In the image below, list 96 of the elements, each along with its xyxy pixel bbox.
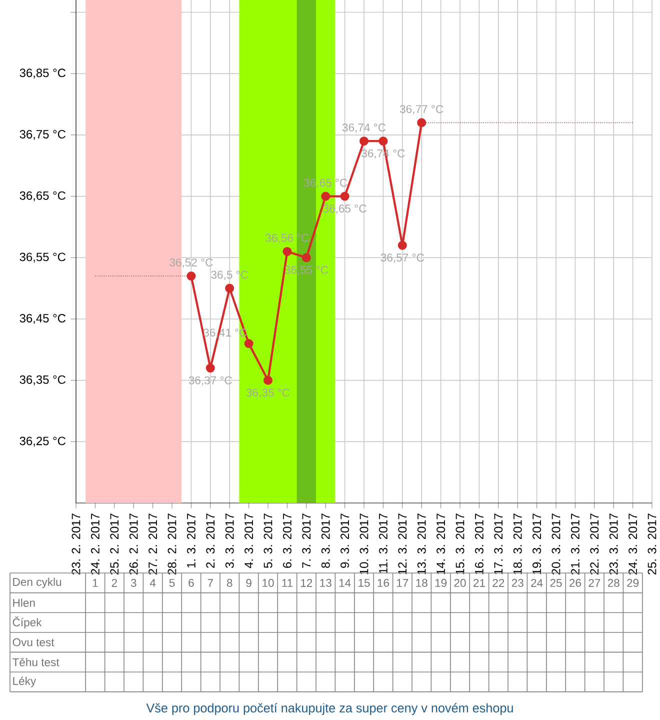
x-tick-label: 19. 3. 2017: [532, 514, 542, 574]
y-tick-label: 36,45 °C: [20, 314, 66, 324]
data-label: 36,77 °C: [400, 105, 444, 114]
data-label: 36,55 °C: [284, 266, 328, 276]
y-tick-label: 36,65 °C: [20, 191, 66, 202]
x-tick-label: 18. 3. 2017: [513, 514, 522, 574]
y-tick-label: 36,85 °C: [20, 68, 66, 79]
text: 20: [454, 578, 466, 587]
x-tick-label: 20. 3. 2017: [552, 514, 560, 574]
x-tick-label: 23. 2. 2017: [72, 514, 80, 574]
data-label: 36,35 °C: [246, 388, 290, 398]
point: [244, 338, 254, 348]
point: [302, 253, 311, 262]
data-label: 36,74 °C: [342, 124, 386, 133]
x-tick-label: 22. 3. 2017: [590, 514, 599, 574]
x-tick-label: 7. 3. 2017: [302, 514, 311, 568]
text: 28: [608, 578, 620, 587]
text: 21: [473, 578, 485, 587]
data-label: 36,57 °C: [380, 254, 424, 263]
text: Ovu test: [12, 638, 54, 646]
data-label: 36,65 °C: [304, 178, 348, 188]
text: 14: [339, 579, 351, 587]
x-tick-label: 10. 3. 2017: [360, 514, 368, 574]
text: Těhu test: [12, 658, 60, 666]
text: 17: [396, 579, 408, 587]
text: 8: [226, 578, 232, 587]
text: 29: [627, 578, 639, 587]
text: 24: [531, 578, 543, 587]
point: [340, 192, 350, 201]
x-tick-label: 1. 3. 2017: [186, 514, 196, 568]
text: 19: [435, 578, 447, 587]
text: 22: [492, 578, 504, 587]
text: 6: [188, 578, 194, 587]
point: [263, 376, 273, 385]
text: 1: [92, 579, 98, 587]
text: 12: [300, 578, 312, 587]
text: 16: [378, 578, 389, 587]
x-tick-label: 21. 3. 2017: [570, 514, 580, 574]
text: Léky: [13, 676, 36, 688]
point: [359, 136, 369, 146]
x-tick-label: 4. 3. 2017: [244, 514, 254, 568]
x-tick-label: 15. 3. 2017: [456, 514, 464, 574]
data-label: 36,56 °C: [266, 234, 309, 244]
text: 3: [130, 578, 136, 587]
point: [186, 272, 196, 281]
point: [417, 118, 426, 128]
x-tick-label: 26. 2. 2017: [129, 514, 138, 574]
x-tick-label: 6. 3. 2017: [282, 514, 292, 568]
y-tick-label: 36,75 °C: [20, 130, 66, 140]
x-tick-label: 14. 3. 2017: [436, 514, 446, 574]
text: 5: [169, 578, 175, 587]
point: [398, 240, 407, 250]
y-tick-label: 36,55 °C: [20, 252, 66, 263]
x-tick-label: 11. 3. 2017: [378, 514, 388, 574]
x-tick-label: 16. 3. 2017: [474, 514, 484, 574]
data-label: 36,37 °C: [188, 376, 232, 386]
point: [282, 246, 292, 256]
x-tick-label: 5. 3. 2017: [264, 514, 272, 568]
text: 4: [150, 579, 156, 587]
point: [378, 136, 388, 146]
x-tick-label: 12. 3. 2017: [398, 514, 407, 574]
y-tick-label: 36,35 °C: [20, 375, 66, 386]
text: 18: [416, 578, 428, 587]
text: Čípek: [12, 616, 42, 629]
x-tick-label: 25. 2. 2017: [110, 514, 119, 574]
text: Hlen: [13, 598, 35, 607]
y-tick-label: 36,25 °C: [20, 436, 66, 447]
text: 27: [588, 578, 600, 587]
x-tick-label: 27. 2. 2017: [148, 514, 158, 574]
point: [206, 364, 215, 373]
x-tick-label: 24. 2. 2017: [90, 514, 100, 574]
point: [225, 284, 234, 293]
x-tick-label: 28. 2. 2017: [168, 514, 176, 574]
text: 9: [246, 578, 252, 587]
x-tick-label: 13. 3. 2017: [417, 514, 426, 574]
text: 26: [569, 578, 581, 587]
text: Den cyklu: [13, 578, 62, 588]
text: 7: [208, 579, 213, 587]
text: 10: [262, 578, 274, 587]
point: [321, 192, 330, 201]
text: 2: [112, 578, 117, 587]
text: 23: [512, 578, 524, 587]
x-tick-label: 25. 3. 2017: [648, 514, 656, 574]
x-tick-label: 24. 3. 2017: [628, 514, 638, 574]
text: 11: [282, 579, 293, 587]
text: Vše pro podporu početí nakupujte za super ceny v novém eshopu: [146, 703, 513, 715]
x-tick-label: 9. 3. 2017: [340, 514, 350, 568]
text: 13: [320, 578, 332, 587]
text: 15: [358, 578, 370, 587]
data-label: 36,52 °C: [170, 258, 213, 268]
x-tick-label: 17. 3. 2017: [494, 514, 503, 574]
x-tick-label: 2. 3. 2017: [206, 514, 215, 568]
text: 25: [550, 578, 562, 587]
x-tick-label: 8. 3. 2017: [321, 514, 330, 568]
x-tick-label: 23. 3. 2017: [609, 514, 618, 574]
x-tick-label: 3. 3. 2017: [225, 514, 234, 568]
